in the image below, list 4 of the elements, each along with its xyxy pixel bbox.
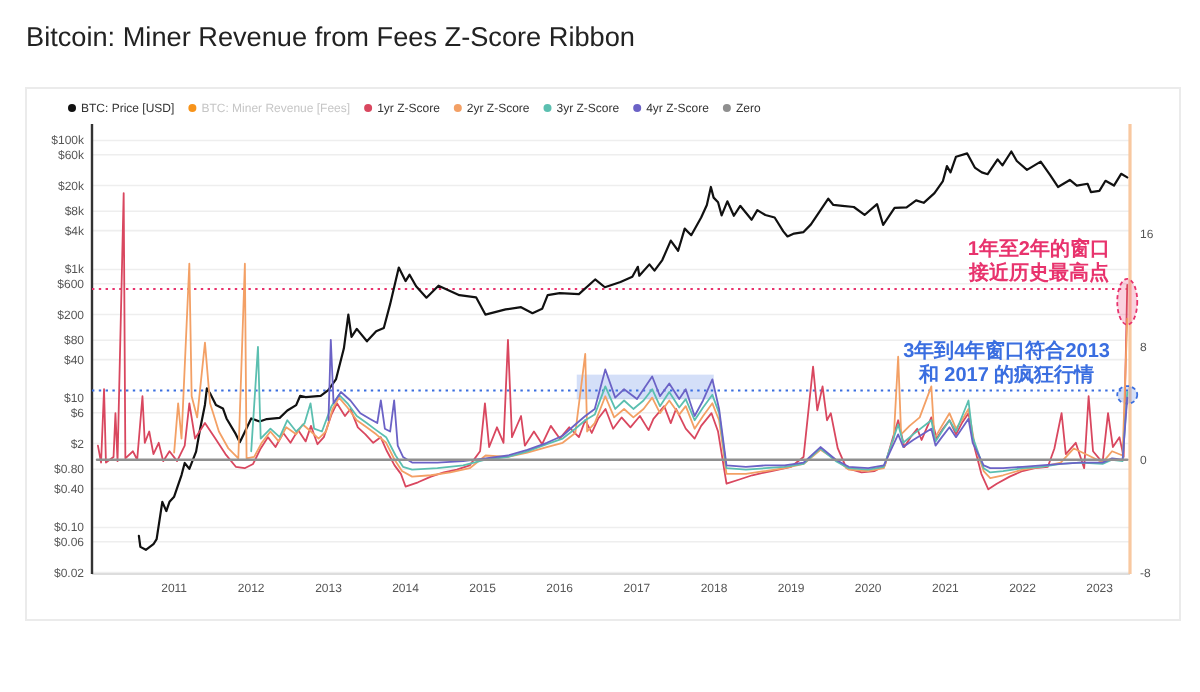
chart-title: Bitcoin: Miner Revenue from Fees Z-Score Ribbon <box>26 22 635 52</box>
ref-line-label: 3年到4年窗口符合2013 和 2017 的疯狂行情 <box>903 338 1111 387</box>
ref-line-label: 1年至2年的窗口接近历史最高点 <box>966 237 1110 286</box>
line-series <box>137 150 1129 551</box>
